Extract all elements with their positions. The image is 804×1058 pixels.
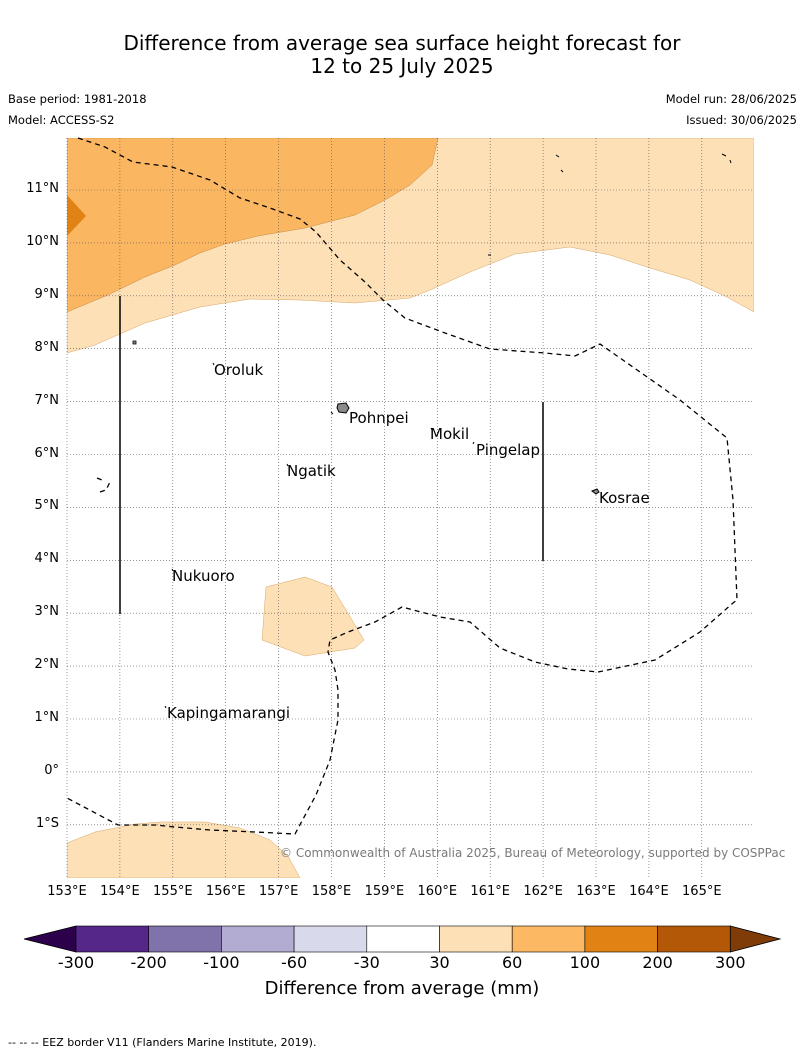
lon-label: 158°E bbox=[311, 884, 352, 899]
lon-label: 160°E bbox=[417, 884, 458, 899]
lon-label: 165°E bbox=[682, 884, 722, 899]
colorbar-segment bbox=[366, 925, 440, 953]
place-label-pingelap: Pingelap bbox=[476, 441, 541, 459]
island-dot-north bbox=[132, 340, 137, 345]
place-label-kosrae: Kosrae bbox=[599, 489, 650, 507]
anomaly-patch-south-central bbox=[261, 576, 365, 657]
colorbar-segment bbox=[657, 925, 731, 953]
colorbar-tick-label: -300 bbox=[57, 953, 95, 972]
lat-label: 2°N bbox=[34, 657, 60, 673]
place-label-pohnpei: Pohnpei bbox=[349, 409, 409, 427]
kosrae-island-shape bbox=[590, 488, 600, 495]
pohnpei-island-shape bbox=[336, 402, 350, 414]
colorbar-segment bbox=[511, 925, 586, 953]
place-label-mokil: Mokil bbox=[430, 425, 470, 443]
lon-label: 153°E bbox=[47, 884, 87, 899]
lon-label: 154°E bbox=[100, 884, 140, 899]
map-gridlines bbox=[66, 138, 754, 878]
place-label-ngatik: Ngatik bbox=[287, 462, 336, 480]
lat-label: 6°N bbox=[34, 445, 60, 461]
lat-label: 1°N bbox=[34, 710, 60, 725]
lon-label: 163°E bbox=[576, 884, 616, 899]
title-line-1: Difference from average sea surface heig… bbox=[123, 31, 681, 55]
colorbar-tick-label: -200 bbox=[130, 953, 167, 972]
lon-label: 157°E bbox=[258, 884, 299, 899]
lon-label: 156°E bbox=[205, 884, 246, 899]
lat-label: 11°N bbox=[26, 181, 59, 196]
lon-label: 162°E bbox=[523, 884, 563, 899]
colorbar-segment bbox=[584, 925, 658, 953]
anomaly-patch-southwest bbox=[67, 821, 301, 878]
lon-label: 155°E bbox=[153, 884, 193, 899]
lat-label: 1°S bbox=[35, 815, 59, 831]
lat-label: 4°N bbox=[34, 551, 60, 567]
lat-label: 10°N bbox=[26, 233, 59, 249]
colorbar-segment bbox=[75, 925, 149, 953]
colorbar-extend-low bbox=[23, 925, 77, 953]
model-label: Model: ACCESS-S2 bbox=[8, 113, 115, 127]
chart-title: Difference from average sea surface heig… bbox=[0, 32, 804, 78]
eez-source-note: -- -- -- EEZ border V11 (Flanders Marine… bbox=[8, 1036, 317, 1049]
colorbar-segment bbox=[439, 925, 513, 953]
colorbar-title: Difference from average (mm) bbox=[264, 978, 540, 999]
colorbar-tick-label: 300 bbox=[715, 953, 746, 972]
colorbar-tick-label: -60 bbox=[281, 953, 308, 972]
lon-label: 161°E bbox=[470, 884, 510, 899]
lat-label: 5°N bbox=[34, 498, 60, 514]
lon-label: 164°E bbox=[629, 884, 669, 899]
lon-label: 159°E bbox=[364, 884, 405, 899]
colorbar-tick-label: -100 bbox=[203, 953, 240, 972]
base-period-label: Base period: 1981-2018 bbox=[8, 92, 147, 106]
lat-label: 9°N bbox=[34, 286, 60, 302]
colorbar-extend-high bbox=[729, 925, 782, 953]
issued-label: Issued: 30/06/2025 bbox=[686, 113, 797, 127]
island-marks-northeast bbox=[555, 153, 732, 173]
lat-label: 8°N bbox=[34, 339, 60, 355]
anomaly-band-60-100 bbox=[67, 138, 439, 313]
colorbar-tick-label: 200 bbox=[642, 953, 673, 972]
lat-label: 0° bbox=[44, 762, 59, 778]
colorbar-tick-label: 60 bbox=[502, 953, 523, 972]
copyright-notice: © Commonwealth of Australia 2025, Bureau… bbox=[280, 846, 786, 860]
place-label-nukuoro: Nukuoro bbox=[172, 567, 235, 585]
island-tick-marks bbox=[164, 254, 491, 709]
colorbar-graphic bbox=[23, 925, 782, 953]
eez-border-segment-west bbox=[96, 477, 111, 493]
colorbar-segment bbox=[293, 925, 368, 953]
colorbar-segment bbox=[148, 925, 222, 953]
colorbar-tick-label: -30 bbox=[353, 953, 380, 972]
colorbar-tick-label: 30 bbox=[429, 953, 450, 972]
colorbar-segment bbox=[221, 925, 295, 953]
colorbar-tick-label: 100 bbox=[569, 953, 601, 972]
title-line-2: 12 to 25 July 2025 bbox=[310, 54, 494, 78]
place-label-kapingamarangi: Kapingamarangi bbox=[167, 704, 291, 722]
lat-label: 3°N bbox=[34, 604, 60, 620]
eez-border-line bbox=[66, 137, 738, 835]
anomaly-band-100-200 bbox=[67, 195, 86, 236]
lat-label: 7°N bbox=[34, 392, 60, 408]
model-run-label: Model run: 28/06/2025 bbox=[665, 92, 797, 106]
place-label-oroluk: Oroluk bbox=[214, 361, 264, 379]
